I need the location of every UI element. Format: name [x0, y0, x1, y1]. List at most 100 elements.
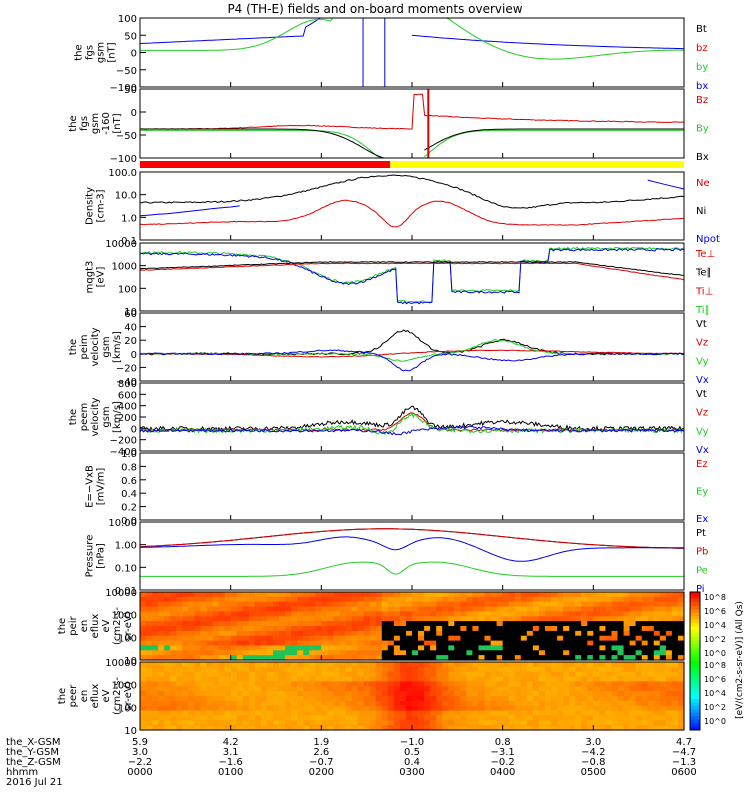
- footer-value: 3.0: [132, 747, 148, 758]
- heatmap-cell: [611, 710, 619, 717]
- heatmap-cell: [188, 601, 195, 608]
- heatmap-cell: [351, 655, 359, 661]
- heatmap-cell: [194, 710, 201, 717]
- heatmap-cell: [291, 696, 298, 702]
- heatmap-cell: [357, 621, 365, 627]
- heatmap-cell: [146, 640, 153, 647]
- heatmap-cell: [430, 655, 437, 661]
- heatmap-cell: [647, 676, 655, 683]
- heatmap-cell: [158, 710, 165, 717]
- footer-value: 0.5: [404, 747, 420, 758]
- heatmap-cell: [472, 635, 479, 642]
- heatmap-cell: [466, 676, 473, 683]
- heatmap-cell: [466, 596, 473, 603]
- heatmap-cell: [665, 621, 673, 627]
- colorbar-cell: [690, 692, 700, 696]
- legend-entry: Vt: [696, 389, 707, 400]
- heatmap-cell: [170, 606, 177, 613]
- heatmap-cell: [387, 596, 395, 603]
- heatmap-cell: [140, 715, 147, 721]
- legend-entry: Bt: [696, 24, 707, 35]
- heatmap-cell: [418, 720, 425, 726]
- heatmap-cell: [152, 621, 159, 627]
- heatmap-cell: [647, 592, 655, 598]
- heatmap-cell: [206, 592, 214, 598]
- heatmap-cell: [266, 720, 274, 726]
- colorbar-label: [eV/(cm2-s-sr-eV)] (All Qs): [735, 601, 745, 719]
- heatmap-cell: [176, 645, 183, 651]
- heatmap-cell: [327, 616, 334, 622]
- heatmap-cell: [508, 666, 516, 673]
- heatmap-cell: [617, 700, 625, 707]
- heatmap-cell: [617, 676, 625, 683]
- heatmap-cell: [593, 611, 600, 617]
- heatmap-cell: [659, 650, 667, 656]
- status-bar-red: [140, 161, 391, 168]
- heatmap-cell: [230, 715, 238, 721]
- heatmap-cell: [176, 725, 183, 731]
- heatmap-cell: [285, 715, 292, 721]
- heatmap-cell: [266, 686, 274, 692]
- heatmap-cell: [303, 715, 310, 721]
- heatmap-cell: [164, 655, 171, 661]
- heatmap-cell: [593, 650, 600, 656]
- heatmap-cell: [333, 596, 340, 603]
- heatmap-cell: [587, 686, 594, 692]
- heatmap-cell: [478, 725, 486, 731]
- heatmap-cell: [635, 611, 643, 617]
- heatmap-cell: [599, 715, 606, 721]
- heatmap-cell: [260, 601, 268, 608]
- heatmap-cell: [629, 645, 637, 651]
- heatmap-cell: [569, 592, 576, 598]
- heatmap-cell: [460, 671, 467, 678]
- heatmap-cell: [333, 621, 340, 627]
- heatmap-cell: [520, 630, 528, 637]
- heatmap-cell: [158, 645, 165, 651]
- heatmap-cell: [297, 606, 304, 613]
- heatmap-cell: [170, 710, 177, 717]
- heatmap-cell: [490, 621, 498, 627]
- heatmap-cell: [291, 681, 298, 687]
- heatmap-cell: [381, 691, 389, 697]
- heatmap-cell: [170, 725, 177, 731]
- heatmap-cell: [484, 626, 492, 632]
- heatmap-cell: [647, 671, 655, 678]
- heatmap-cell: [369, 696, 377, 702]
- heatmap-cell: [412, 621, 419, 627]
- y-axis-label: the: [57, 688, 68, 704]
- heatmap-cell: [248, 691, 256, 697]
- heatmap-cell: [424, 655, 431, 661]
- heatmap-cell: [230, 705, 238, 712]
- heatmap-cell: [611, 650, 619, 656]
- heatmap-cell: [279, 635, 286, 642]
- legend-entry: Vz: [696, 338, 708, 349]
- heatmap-cell: [526, 725, 534, 731]
- heatmap-cell: [158, 630, 165, 637]
- heatmap-cell: [146, 676, 153, 683]
- heatmap-cell: [659, 616, 667, 622]
- heatmap-cell: [140, 640, 147, 647]
- heatmap-cell: [587, 635, 594, 642]
- heatmap-cell: [466, 705, 473, 712]
- y-axis-label: [nPa]: [96, 543, 107, 569]
- heatmap-cell: [176, 691, 183, 697]
- heatmap-cell: [629, 715, 637, 721]
- heatmap-cell: [581, 611, 588, 617]
- colorbar-cell: [690, 719, 700, 724]
- heatmap-cell: [496, 715, 504, 721]
- heatmap-cell: [291, 691, 298, 697]
- heatmap-cell: [424, 705, 431, 712]
- heatmap-cell: [508, 655, 516, 661]
- heatmap-cell: [152, 715, 159, 721]
- heatmap-cell: [587, 691, 594, 697]
- legend-entry: Vx: [696, 445, 709, 456]
- heatmap-cell: [321, 630, 328, 637]
- heatmap-cell: [545, 621, 552, 627]
- colorbar-cell: [690, 633, 700, 638]
- heatmap-cell: [538, 621, 546, 627]
- heatmap-cell: [635, 700, 643, 707]
- heatmap-cell: [339, 700, 347, 707]
- heatmap-cell: [357, 616, 365, 622]
- heatmap-cell: [424, 686, 431, 692]
- heatmap-cell: [581, 606, 588, 613]
